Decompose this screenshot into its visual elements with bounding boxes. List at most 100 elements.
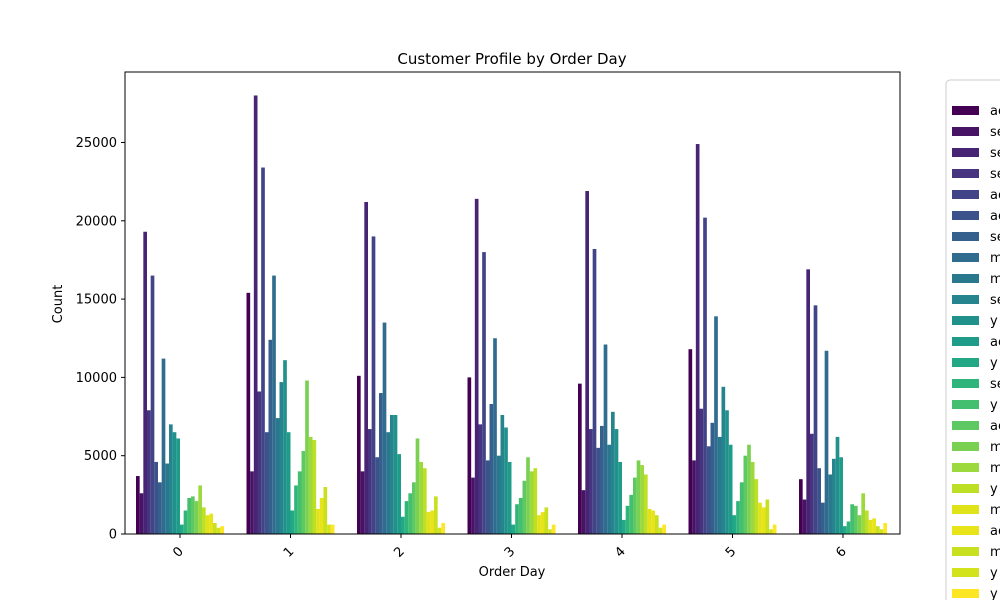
y-tick-label: 20000 [76,214,117,229]
bar [213,523,217,534]
legend-swatch [952,379,979,388]
legend-swatch [952,463,979,472]
x-tick-label: 1 [281,544,297,560]
bar [154,461,158,534]
legend-label: m [990,440,1000,455]
bar [268,339,273,534]
bar [592,248,597,534]
bar [169,424,173,534]
bar [622,519,626,534]
y-tick-label: 5000 [84,449,117,464]
bar [371,236,376,534]
bar [765,499,770,534]
bar [769,529,773,534]
bar [636,460,641,534]
bar [375,457,379,534]
bar [629,494,633,534]
bar [357,375,361,534]
bar [710,422,715,534]
bar [401,516,405,534]
bar [390,414,394,534]
bar [865,510,869,534]
legend-swatch [952,211,979,220]
bar [821,502,825,534]
bar [330,524,335,534]
bar [308,436,313,534]
bar [662,524,666,534]
bar [286,432,291,534]
bar [161,358,166,534]
bar [467,377,472,534]
legend-swatch [952,400,979,409]
bar [283,360,287,534]
bar [180,524,184,534]
legend-label: se [990,167,1000,182]
bar [382,322,387,534]
bar [846,521,851,534]
bar [496,455,501,534]
bar [136,476,140,534]
bar [695,144,700,535]
legend-swatch [952,589,979,598]
bar [658,527,663,534]
legend-label: m [990,272,1000,287]
x-tick-label: 2 [391,544,407,560]
legend-swatch [952,505,979,514]
x-tick-label: 3 [502,544,518,560]
bar [205,515,210,534]
bar [824,350,829,534]
bar [647,508,652,534]
bar [651,510,655,534]
bar [544,507,549,534]
bar [139,493,144,534]
legend-swatch [952,316,979,325]
bar [799,479,803,534]
bar [548,529,552,534]
legend-swatch [952,358,979,367]
bar [850,504,854,534]
bar [581,490,586,534]
bar [739,482,744,534]
legend-swatch [952,421,979,430]
bar [772,524,777,534]
legend-label: y [990,356,998,371]
legend-label: m [990,251,1000,266]
legend-swatch [952,148,979,157]
bar [868,519,873,534]
bar [618,461,622,534]
bar [747,444,751,534]
bar [319,497,324,534]
bar [533,468,538,534]
bar [194,501,199,534]
bar [202,507,206,534]
bar [518,497,523,534]
bar [603,344,608,534]
bar [250,471,254,534]
bar [176,438,180,534]
bar [412,482,416,534]
bar [368,429,372,534]
legend-label: se [990,230,1000,245]
bar [441,523,445,534]
bar [423,468,427,534]
legend-label: ac [990,104,1000,119]
bar [172,432,177,534]
bar [143,231,147,535]
bar [426,512,431,534]
bar [551,524,556,534]
bar [504,427,508,534]
bar [474,198,479,534]
y-tick-label: 0 [109,528,117,543]
bar [150,275,155,534]
bar [507,461,512,534]
bar [699,408,704,534]
bar [728,444,733,534]
bar [529,471,534,534]
x-axis-label: Order Day [479,565,546,580]
legend-label: ac [990,188,1000,203]
y-axis: 0 5000 10000 15000 20000 25000 [76,136,125,543]
bar [515,504,519,534]
bar [857,515,862,534]
bar [883,523,887,534]
y-tick-label: 25000 [76,136,117,151]
